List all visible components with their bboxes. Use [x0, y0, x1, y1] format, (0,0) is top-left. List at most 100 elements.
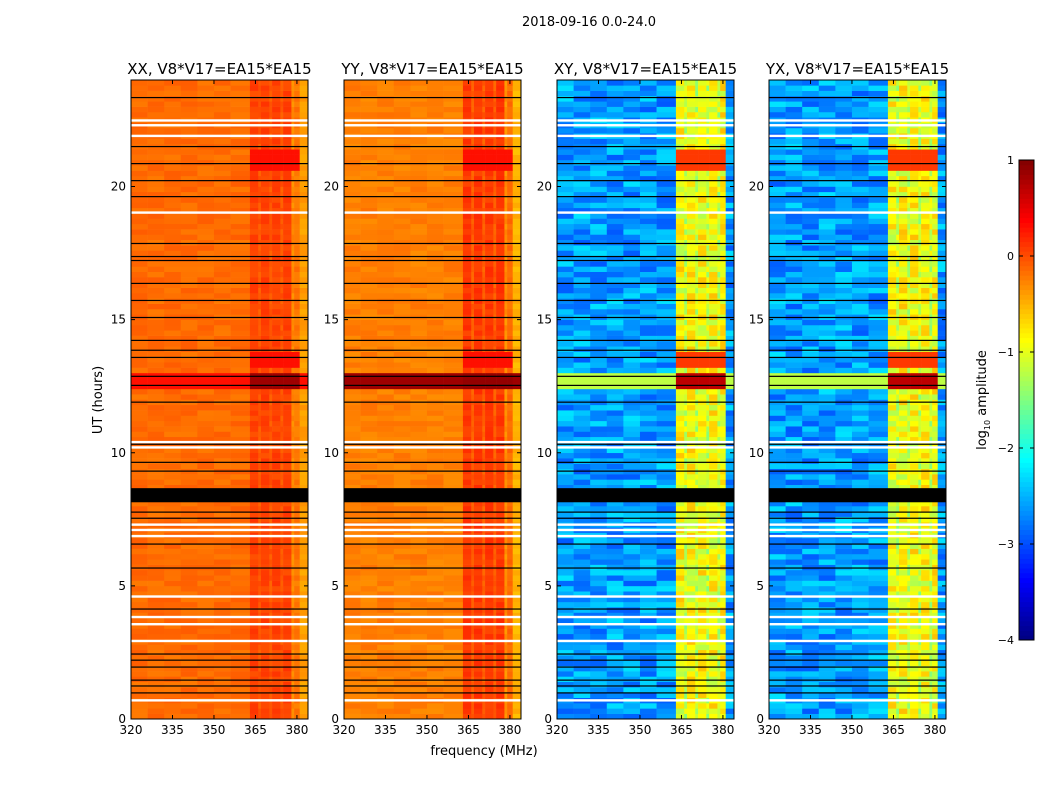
heatmap-cell — [493, 436, 497, 443]
heatmap-cell — [706, 676, 710, 683]
heatmap-cell — [164, 218, 182, 225]
heatmap-cell — [507, 442, 514, 448]
heatmap-cell — [623, 623, 641, 629]
heatmap-cell — [482, 644, 486, 651]
heatmap-cell — [496, 506, 505, 512]
heatmap-cell — [180, 346, 198, 352]
heatmap-cell — [496, 101, 505, 107]
heatmap-cell — [482, 692, 486, 698]
heatmap-cell — [230, 271, 251, 278]
heatmap-cell — [344, 447, 361, 454]
heatmap-cell — [426, 308, 444, 315]
heatmap-cell — [272, 154, 281, 161]
heatmap-cell — [272, 474, 281, 480]
heatmap-cell — [426, 127, 444, 134]
heatmap-cell — [482, 367, 486, 374]
heatmap-cell — [656, 665, 677, 672]
heatmap-cell — [269, 159, 273, 166]
heatmap-cell — [377, 149, 395, 155]
heatmap-cell — [393, 708, 411, 714]
heatmap-cell — [426, 80, 444, 86]
heatmap-cell — [213, 665, 231, 672]
heatmap-cell — [260, 335, 270, 342]
heatmap-cell — [280, 218, 284, 225]
heatmap-cell — [260, 362, 270, 368]
heatmap-cell — [656, 484, 677, 491]
heatmap-cell — [258, 319, 262, 326]
heatmap-cell — [720, 692, 727, 698]
heatmap-cell — [180, 175, 198, 182]
heatmap-cell — [164, 213, 182, 219]
heatmap-cell — [557, 500, 574, 507]
heatmap-cell — [230, 404, 251, 411]
heatmap-cell — [410, 458, 428, 464]
heatmap-cell — [291, 607, 295, 613]
heatmap-cell — [164, 207, 182, 214]
heatmap-cell — [258, 649, 262, 656]
heatmap-cell — [260, 127, 270, 134]
heatmap-cell — [294, 282, 301, 288]
heatmap-cell — [294, 415, 301, 422]
heatmap-cell — [410, 548, 428, 555]
heatmap-cell — [291, 127, 295, 134]
heatmap-cell — [164, 255, 182, 262]
heatmap-cell — [258, 362, 262, 368]
heatmap-cell — [606, 649, 624, 656]
heatmap-cell — [164, 607, 182, 613]
heatmap-cell — [462, 293, 472, 299]
heatmap-cell — [504, 607, 508, 613]
heatmap-cell — [485, 346, 494, 352]
heatmap-cell — [493, 601, 497, 608]
heatmap-cell — [725, 511, 735, 517]
heatmap-cell — [482, 537, 486, 544]
heatmap-cell — [698, 617, 707, 624]
heatmap-cell — [686, 484, 696, 491]
heatmap-cell — [656, 628, 677, 635]
heatmap-cell — [283, 420, 292, 427]
heatmap-cell — [443, 191, 464, 198]
heatmap-cell — [482, 340, 486, 347]
heatmap-cell — [280, 362, 284, 368]
heatmap-cell — [131, 442, 148, 448]
flagged-row-white — [131, 528, 308, 532]
heatmap-cell — [393, 458, 411, 464]
heatmap-cell — [504, 261, 508, 267]
heatmap-cell — [299, 159, 309, 166]
heatmap-cell — [482, 106, 486, 113]
heatmap-cell — [512, 383, 522, 390]
heatmap-cell — [147, 655, 165, 661]
heatmap-cell — [443, 388, 464, 395]
heatmap-cell — [260, 324, 270, 331]
heatmap-cell — [684, 660, 688, 667]
heatmap-cell — [496, 266, 505, 272]
heatmap-cell — [230, 516, 251, 523]
heatmap-cell — [260, 612, 270, 619]
heatmap-cell — [377, 319, 395, 326]
heatmap-cell — [258, 266, 262, 272]
heatmap-cell — [639, 511, 657, 517]
heatmap-cell — [462, 681, 472, 688]
heatmap-cell — [180, 671, 198, 677]
heatmap-cell — [197, 537, 215, 544]
heatmap-cell — [291, 106, 295, 113]
heatmap-cell — [260, 676, 270, 683]
heatmap-cell — [639, 506, 657, 512]
heatmap-cell — [258, 372, 262, 379]
heatmap-cell — [269, 442, 273, 448]
heatmap-cell — [377, 511, 395, 517]
heatmap-cell — [269, 500, 273, 507]
heatmap-cell — [473, 138, 483, 145]
heatmap-cell — [485, 569, 494, 576]
heatmap-cell — [269, 127, 273, 134]
heatmap-cell — [344, 692, 361, 698]
heatmap-cell — [377, 585, 395, 592]
heatmap-cell — [131, 330, 148, 336]
heatmap-cell — [473, 617, 483, 624]
heatmap-cell — [272, 367, 281, 374]
heatmap-cell — [294, 649, 301, 656]
heatmap-cell — [462, 655, 472, 661]
heatmap-cell — [164, 553, 182, 560]
heatmap-cell — [377, 106, 395, 113]
heatmap-cell — [260, 585, 270, 592]
heatmap-cell — [283, 298, 292, 304]
